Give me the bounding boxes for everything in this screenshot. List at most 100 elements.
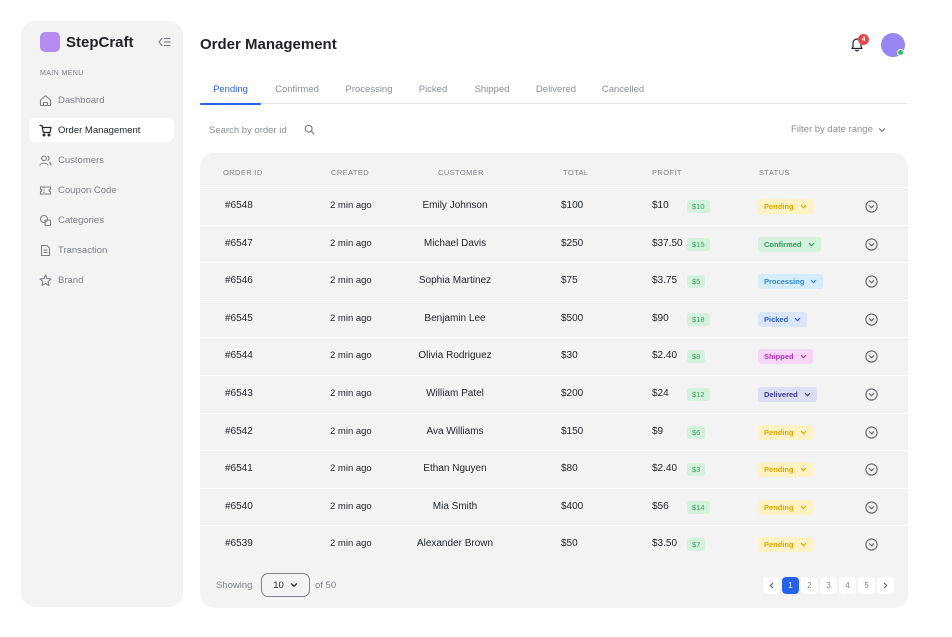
chevron-down-icon xyxy=(810,278,817,285)
status-dropdown[interactable]: Pending xyxy=(758,499,813,515)
status-dropdown[interactable]: Pending xyxy=(758,424,813,440)
total-cell: $75 xyxy=(561,275,578,287)
table-row[interactable]: #6539 2 min ago Alexander Brown $50 $3.5… xyxy=(200,525,908,562)
tab-cancelled[interactable]: Cancelled xyxy=(601,84,645,95)
expand-row-icon[interactable] xyxy=(865,501,878,514)
status-dropdown[interactable]: Pending xyxy=(758,462,813,478)
table-row[interactable]: #6541 2 min ago Ethan Nguyen $80 $2.40 $… xyxy=(200,450,908,487)
status-tabs: Pending Confirmed Processing Picked Ship… xyxy=(200,79,907,105)
brand[interactable]: StepCraft xyxy=(40,32,134,52)
expand-row-icon[interactable] xyxy=(865,425,878,439)
search-input[interactable] xyxy=(209,124,299,136)
column-header-order-id: ORDER ID xyxy=(223,168,263,177)
profit-cell: $10 xyxy=(652,200,669,211)
chevron-left-icon xyxy=(769,582,774,589)
created-cell: 2 min ago xyxy=(330,388,372,399)
chevron-down-icon xyxy=(808,241,815,248)
table-row[interactable]: #6547 2 min ago Michael Davis $250 $37.5… xyxy=(200,224,908,262)
expand-row-icon[interactable] xyxy=(865,313,878,326)
tab-delivered[interactable]: Delivered xyxy=(535,84,577,95)
order-id-cell[interactable]: #6546 xyxy=(225,275,253,287)
prev-page-button[interactable] xyxy=(763,577,780,594)
tab-pending[interactable]: Pending xyxy=(200,79,261,105)
order-id-cell[interactable]: #6540 xyxy=(225,500,253,512)
chevron-down-icon xyxy=(800,541,807,548)
total-cell: $30 xyxy=(561,350,578,362)
table-row[interactable]: #6543 2 min ago William Patel $200 $24 $… xyxy=(200,375,908,412)
sidebar-item-customers[interactable]: Customers xyxy=(29,148,174,172)
status-dropdown[interactable]: Confirmed xyxy=(758,236,821,252)
profit-badge: $3 xyxy=(687,463,706,477)
order-id-cell[interactable]: #6544 xyxy=(225,350,253,362)
table-row[interactable]: #6544 2 min ago Olivia Rodriguez $30 $2.… xyxy=(200,337,908,374)
order-id-cell[interactable]: #6542 xyxy=(225,425,253,437)
tab-shipped[interactable]: Shipped xyxy=(474,84,510,95)
next-page-button[interactable] xyxy=(877,577,894,594)
expand-row-icon[interactable] xyxy=(865,275,878,288)
customer-cell: Sophia Martinez xyxy=(418,275,492,287)
sidebar-item-coupon-code[interactable]: Coupon Code xyxy=(29,178,174,202)
chevron-down-icon xyxy=(290,583,297,588)
table-row[interactable]: #6542 2 min ago Ava Williams $150 $9 $6 … xyxy=(200,412,908,450)
page-size-select[interactable]: 10 xyxy=(261,573,310,597)
expand-row-icon[interactable] xyxy=(865,350,878,364)
column-header-status: STATUS xyxy=(759,168,790,177)
order-id-cell[interactable]: #6543 xyxy=(225,388,253,399)
status-dropdown[interactable]: Delivered xyxy=(758,387,817,402)
expand-row-icon[interactable] xyxy=(865,200,878,213)
created-cell: 2 min ago xyxy=(330,463,372,475)
page-button-1[interactable]: 1 xyxy=(782,577,799,594)
order-id-cell[interactable]: #6547 xyxy=(225,237,253,249)
chevron-down-icon xyxy=(800,504,807,511)
status-dropdown[interactable]: Processing xyxy=(758,274,824,290)
sidebar-item-order-management[interactable]: Order Management xyxy=(29,118,174,142)
table-header: ORDER ID CREATED CUSTOMER TOTAL PROFIT S… xyxy=(200,153,908,187)
date-range-filter[interactable]: Filter by date range xyxy=(791,124,886,135)
tab-processing[interactable]: Processing xyxy=(345,84,393,95)
search-icon[interactable] xyxy=(304,124,315,135)
page-button-2[interactable]: 2 xyxy=(801,577,818,594)
document-icon xyxy=(39,244,52,257)
sidebar-item-brand[interactable]: Brand xyxy=(29,268,174,292)
status-label: Processing xyxy=(764,277,805,287)
collapse-sidebar-icon[interactable] xyxy=(158,36,171,48)
total-cell: $150 xyxy=(561,425,584,437)
expand-row-icon[interactable] xyxy=(865,463,878,476)
expand-row-icon[interactable] xyxy=(865,538,878,552)
table-row[interactable]: #6548 2 min ago Emily Johnson $100 $10 $… xyxy=(200,187,908,224)
order-id-cell[interactable]: #6539 xyxy=(225,538,253,550)
table-row[interactable]: #6540 2 min ago Mia Smith $400 $56 $14 P… xyxy=(200,487,908,525)
order-id-cell[interactable]: #6545 xyxy=(225,312,253,324)
profit-badge: $14 xyxy=(687,500,710,514)
page-button-3[interactable]: 3 xyxy=(820,577,837,594)
page-button-4[interactable]: 4 xyxy=(839,577,856,594)
tab-confirmed[interactable]: Confirmed xyxy=(275,84,319,95)
profit-badge: $7 xyxy=(687,538,706,552)
chevron-down-icon xyxy=(800,429,807,436)
total-cell: $80 xyxy=(561,463,578,475)
profit-badge: $6 xyxy=(687,425,706,439)
status-dropdown[interactable]: Shipped xyxy=(758,349,813,365)
sidebar-item-label: Coupon Code xyxy=(58,184,117,196)
profit-cell: $56 xyxy=(652,500,669,512)
order-id-cell[interactable]: #6541 xyxy=(225,463,253,475)
expand-row-icon[interactable] xyxy=(865,388,878,401)
status-dropdown[interactable]: Picked xyxy=(758,311,808,327)
created-cell: 2 min ago xyxy=(330,312,372,324)
expand-row-icon[interactable] xyxy=(865,237,878,251)
table-row[interactable]: #6546 2 min ago Sophia Martinez $75 $3.7… xyxy=(200,262,908,299)
tab-picked[interactable]: Picked xyxy=(418,84,448,95)
total-cell: $250 xyxy=(561,237,584,249)
customer-cell: Michael Davis xyxy=(423,237,487,249)
sidebar-item-dashboard[interactable]: Dashboard xyxy=(29,88,174,112)
status-label: Delivered xyxy=(764,390,798,399)
status-dropdown[interactable]: Pending xyxy=(758,537,813,553)
pagination: 1 2 3 4 5 xyxy=(763,577,896,594)
table-row[interactable]: #6545 2 min ago Benjamin Lee $500 $90 $1… xyxy=(200,299,908,337)
order-id-cell[interactable]: #6548 xyxy=(225,200,253,211)
status-label: Picked xyxy=(764,314,789,324)
sidebar-item-categories[interactable]: Categories xyxy=(29,208,174,232)
page-button-5[interactable]: 5 xyxy=(858,577,875,594)
status-dropdown[interactable]: Pending xyxy=(758,199,813,214)
sidebar-item-transaction[interactable]: Transaction xyxy=(29,238,174,262)
